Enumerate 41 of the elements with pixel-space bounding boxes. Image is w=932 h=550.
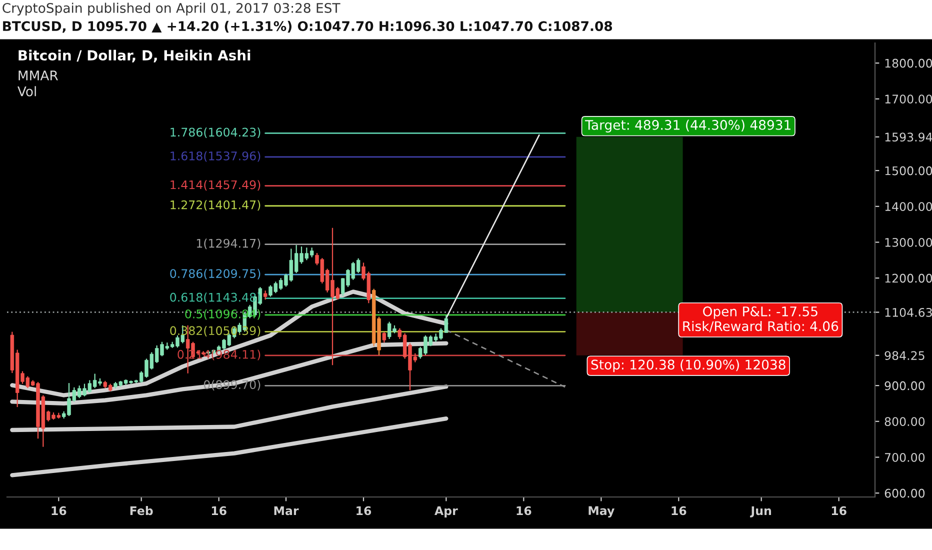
y-tick-label: 800.00 <box>884 417 925 426</box>
y-tick-label: 700.00 <box>884 452 925 462</box>
x-tick-label: 16 <box>52 506 66 516</box>
y-tick-label: 1700.00 <box>885 94 932 104</box>
chart-title: Bitcoin / Dollar, D, Heikin Ashi <box>18 50 250 62</box>
y-tick-label: 1104.63 <box>885 308 932 317</box>
x-tick-label: 16 <box>832 506 846 516</box>
series-label: 1.618(1537.96) <box>170 151 260 162</box>
y-tick-label: 1200.00 <box>885 274 932 283</box>
y-tick-label: 600.00 <box>884 488 925 498</box>
y-tick-label: 1593.94 <box>885 132 932 142</box>
x-tick-label: 16 <box>212 506 226 516</box>
series-label: 1.414(1457.49) <box>170 180 260 191</box>
series-label: 1.272(1401.47) <box>170 200 260 211</box>
series-label: 0.786(1209.75) <box>170 268 260 280</box>
x-tick-label: 16 <box>672 506 686 516</box>
annotation: Open P&L: -17.55 Risk/Reward Ratio: 4.06 <box>683 306 838 332</box>
text: CryptoSpain published on April 01, 2017 03:28 EST <box>2 2 340 16</box>
annotation: Stop: 120.38 (10.90%) 12038 <box>591 359 786 372</box>
line-series <box>10 341 448 406</box>
y-tick-label: 1300.00 <box>885 238 932 247</box>
y-tick-label: 1500.00 <box>885 166 932 176</box>
annotation: MMAR <box>18 70 58 80</box>
annotation: Vol <box>18 86 36 96</box>
y-tick-label: 1400.00 <box>885 202 932 212</box>
x-tick-label: 16 <box>516 506 532 516</box>
series-label: 1(1294.17) <box>196 238 260 250</box>
x-tick-label: Mar <box>274 506 299 516</box>
text: BTCUSD, D 1095.70 ▲ +14.20 (+1.31%) O:1047.70 H:1096.30 L:1047.70 C:1087.08 <box>3 20 612 33</box>
annotation: Target: 489.31 (44.30%) 48931 <box>585 120 790 132</box>
x-tick-label: 16 <box>356 506 372 516</box>
x-tick-label: Feb <box>130 506 153 516</box>
x-tick-label: May <box>588 506 614 518</box>
candlestick <box>382 331 386 344</box>
y-tick-label: 984.25 <box>884 351 924 360</box>
x-tick-label: Jun <box>750 506 772 518</box>
y-tick-label: 900.00 <box>884 381 925 390</box>
y-tick-label: 1800.00 <box>885 58 932 68</box>
line-series <box>10 416 448 478</box>
x-tick-label: Apr <box>434 506 458 518</box>
series-label: 1.786(1604.23) <box>170 128 260 138</box>
